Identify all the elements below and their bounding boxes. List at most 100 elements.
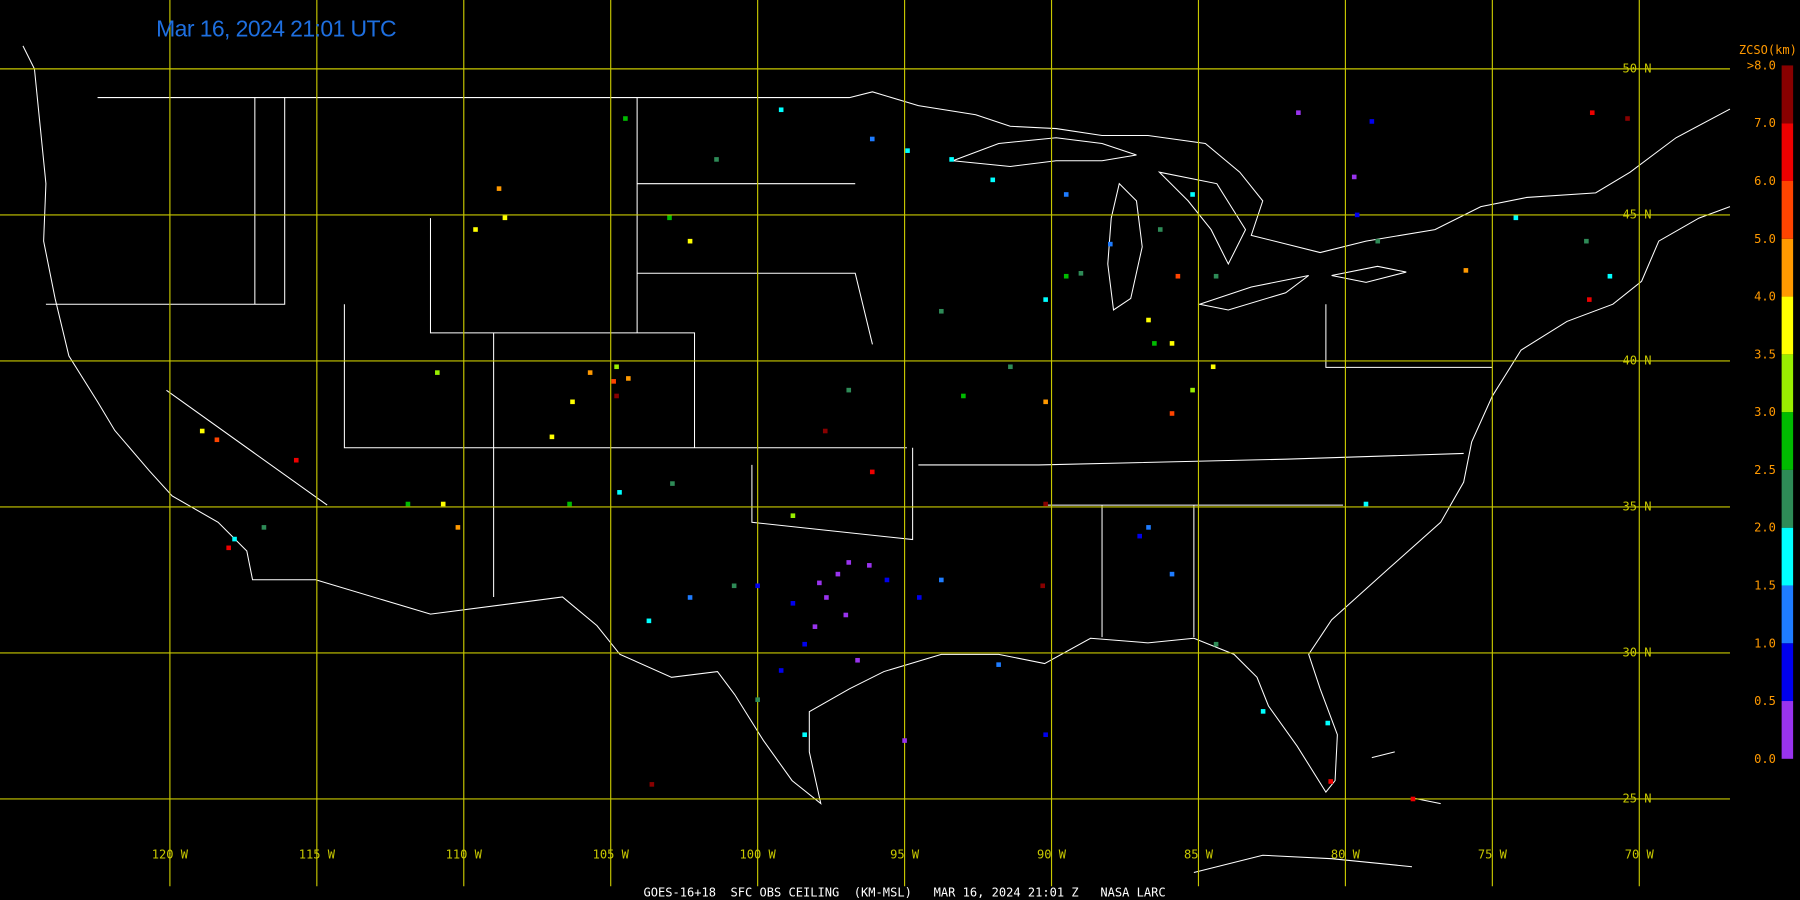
- station-obs: [1146, 317, 1151, 323]
- colorbar-segment: [1781, 354, 1794, 413]
- lon-label: 90 W: [1037, 848, 1067, 862]
- station-obs: [646, 618, 652, 624]
- station-obs: [623, 116, 628, 121]
- station-obs: [802, 641, 807, 647]
- station-obs: [1351, 174, 1357, 180]
- station-obs: [1375, 238, 1381, 244]
- lake-michigan: [1107, 182, 1143, 311]
- station-obs: [812, 624, 818, 629]
- station-obs: [1008, 364, 1013, 370]
- station-obs: [790, 513, 796, 518]
- lon-label: 110 W: [446, 848, 483, 862]
- colorbar-segment: [1781, 701, 1794, 759]
- station-obs: [455, 525, 461, 530]
- station-obs: [1157, 227, 1163, 232]
- station-obs: [996, 662, 1001, 667]
- station-obs: [549, 434, 555, 440]
- station-obs: [1137, 533, 1142, 539]
- colorbar-label: 7.0: [1754, 116, 1776, 130]
- station-obs: [1584, 238, 1589, 244]
- station-obs: [1607, 273, 1613, 279]
- lake-ontario: [1331, 265, 1407, 283]
- colorbar-label: 1.5: [1754, 578, 1776, 592]
- colorbar-label: 2.5: [1754, 463, 1776, 477]
- station-obs: [1210, 364, 1216, 370]
- colorbar-label: 1.0: [1754, 636, 1776, 650]
- station-obs: [869, 469, 875, 475]
- station-obs: [1040, 583, 1046, 589]
- coastline: [22, 45, 1731, 805]
- station-obs: [824, 595, 829, 600]
- lat-label: 30 N: [1622, 645, 1651, 659]
- station-obs: [1410, 796, 1416, 802]
- station-obs: [905, 148, 910, 153]
- colorbar-segment: [1781, 412, 1794, 470]
- station-obs: [199, 428, 205, 434]
- station-obs: [473, 227, 478, 232]
- colorbar-segment: [1781, 469, 1794, 528]
- station-obs: [1169, 341, 1175, 346]
- station-obs: [802, 732, 807, 738]
- lon-label: 105 W: [593, 848, 630, 862]
- station-obs: [214, 437, 220, 443]
- station-obs: [1169, 411, 1175, 416]
- station-obs: [626, 376, 631, 381]
- colorbar-label: 3.5: [1754, 347, 1776, 361]
- station-obs: [778, 668, 784, 673]
- station-obs: [261, 525, 267, 530]
- station-obs: [1043, 732, 1048, 738]
- station-obs: [990, 177, 996, 183]
- station-obs: [1589, 110, 1595, 115]
- station-obs: [687, 595, 693, 600]
- station-obs: [617, 490, 622, 495]
- station-obs: [440, 501, 446, 507]
- station-obs: [939, 308, 944, 314]
- lake-superior: [952, 137, 1137, 167]
- station-obs: [1513, 215, 1519, 221]
- station-obs: [961, 393, 966, 399]
- lat-label: 35 N: [1622, 499, 1651, 513]
- station-obs: [884, 577, 890, 583]
- colorbar-label: 4.0: [1754, 290, 1776, 304]
- station-obs: [587, 370, 593, 375]
- station-obs: [1354, 212, 1360, 218]
- station-obs: [755, 697, 760, 702]
- lat-label: 25 N: [1622, 791, 1651, 805]
- station-obs: [567, 501, 572, 507]
- station-obs: [1043, 501, 1048, 507]
- station-obs: [1213, 273, 1219, 279]
- station-obs: [611, 379, 616, 384]
- station-obs: [1190, 192, 1195, 197]
- station-obs: [1463, 268, 1469, 273]
- lon-label: 85 W: [1184, 848, 1214, 862]
- station-obs: [755, 583, 760, 589]
- station-obs: [1260, 709, 1266, 714]
- station-obs: [731, 583, 737, 589]
- station-obs: [1213, 641, 1219, 647]
- station-obs: [1190, 387, 1195, 393]
- lon-label: 80 W: [1331, 848, 1361, 862]
- station-obs: [949, 157, 954, 162]
- colorbar-title: ZCSO(km): [1739, 43, 1797, 57]
- station-obs: [1175, 273, 1181, 279]
- station-obs: [502, 215, 508, 221]
- station-obs: [1043, 399, 1048, 405]
- station-obs: [869, 136, 875, 142]
- colorbar-segment: [1781, 180, 1794, 239]
- station-obs: [1328, 779, 1334, 784]
- colorbar-label: 3.0: [1754, 405, 1776, 419]
- station-obs: [817, 580, 822, 586]
- station-obs: [867, 563, 872, 568]
- observations: [199, 107, 1630, 802]
- colorbar-segment: [1781, 527, 1794, 586]
- station-obs: [405, 501, 411, 507]
- station-obs: [902, 738, 907, 743]
- station-obs: [614, 364, 619, 370]
- station-obs: [1043, 297, 1048, 302]
- station-obs: [1078, 271, 1084, 276]
- station-obs: [293, 457, 299, 463]
- station-obs: [496, 186, 502, 191]
- station-obs: [649, 782, 655, 787]
- lake-erie: [1197, 275, 1309, 311]
- caption: GOES-16+18 SFC OBS CEILING (KM-MSL) MAR …: [643, 886, 1165, 900]
